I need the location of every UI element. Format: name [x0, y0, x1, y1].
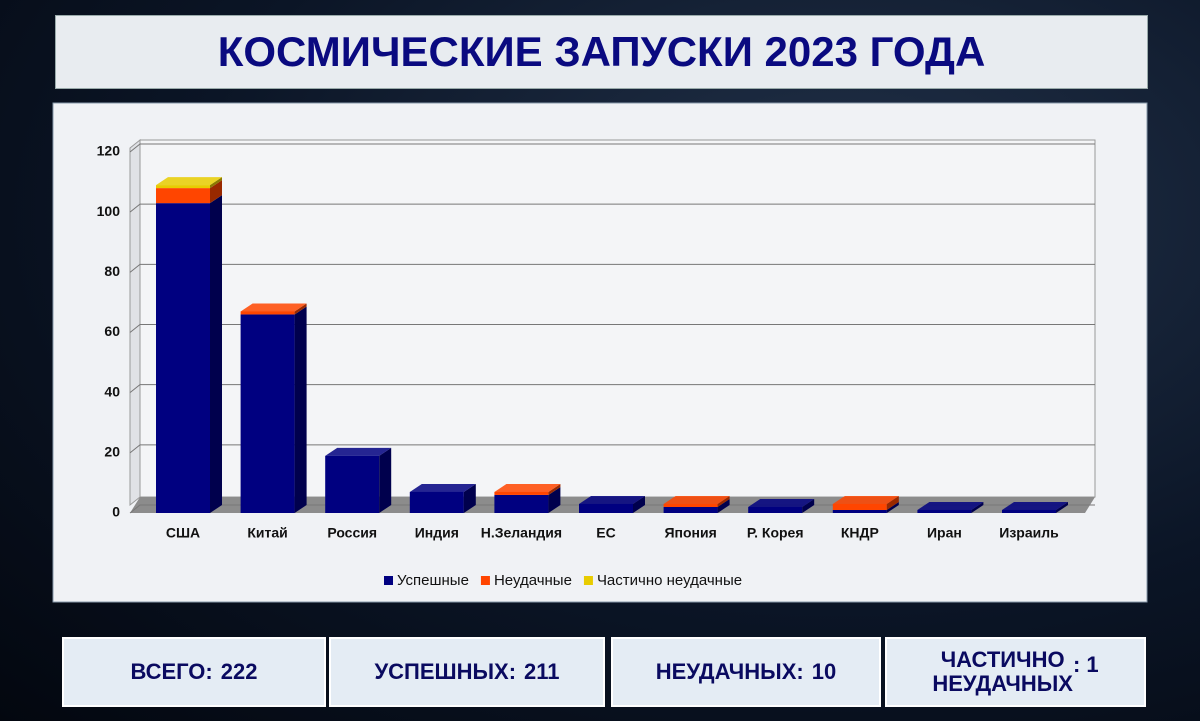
- bar-top: [917, 501, 984, 510]
- bar-side: [379, 447, 392, 513]
- x-tick-label: США: [166, 525, 200, 541]
- bar-segment: [832, 503, 887, 510]
- bar-side: [548, 483, 561, 495]
- bar-side: [1056, 501, 1068, 513]
- x-tick-label: Япония: [664, 525, 716, 541]
- bar-top: [494, 483, 561, 492]
- bar-top: [832, 495, 899, 504]
- bar-side: [886, 501, 899, 513]
- legend-label: Частично неудачные: [597, 572, 742, 589]
- y-tick-label: 60: [104, 323, 120, 339]
- bar-segment: [494, 491, 549, 495]
- grid-line: [129, 143, 1095, 153]
- y-tick-label: 120: [97, 143, 121, 159]
- bar-side: [717, 498, 730, 513]
- stat-value: 222: [220, 659, 258, 684]
- stat-box: ВСЕГО: 222: [62, 637, 326, 707]
- x-tick-label: Израиль: [999, 525, 1059, 541]
- bar-top: [1002, 501, 1068, 510]
- bar-side: [210, 177, 222, 189]
- chart-title: КОСМИЧЕСКИЕ ЗАПУСКИ 2023 ГОДА: [217, 28, 986, 75]
- bar-segment: [832, 509, 887, 513]
- grid-line: [129, 384, 1095, 394]
- stat-box: УСПЕШНЫХ: 211: [329, 637, 605, 707]
- bar-side: [210, 195, 222, 513]
- legend-label: Неудачные: [494, 572, 572, 589]
- stat-box: ЧАСТИЧНО НЕУДАЧНЫХ: 1: [885, 637, 1146, 707]
- stat-value: 211: [524, 659, 560, 684]
- legend-swatch: [384, 576, 393, 585]
- bar-segment: [156, 203, 210, 513]
- bar-side: [294, 306, 307, 513]
- stat-label-line: НЕУДАЧНЫХ: [932, 671, 1073, 696]
- bar-side: [548, 486, 561, 513]
- bar-segment: [240, 311, 295, 315]
- y-tick-label: 80: [104, 263, 120, 279]
- grid-line: [129, 324, 1095, 333]
- legend-swatch: [583, 576, 593, 585]
- bar-segment: [156, 188, 210, 204]
- bar-top: [325, 447, 392, 456]
- title-box: КОСМИЧЕСКИЕ ЗАПУСКИ 2023 ГОДА: [55, 15, 1148, 89]
- grid-line: [129, 263, 1095, 273]
- x-tick-label: КНДР: [841, 525, 879, 541]
- bar-segment: [663, 506, 718, 513]
- bar-top: [663, 495, 730, 504]
- side-wall: [129, 138, 141, 507]
- y-tick-label: 40: [104, 383, 120, 399]
- stat-label: УСПЕШНЫХ:: [374, 659, 517, 684]
- bar-top: [579, 495, 645, 504]
- bar-segment: [917, 509, 972, 513]
- stat-label: ВСЕГО:: [130, 659, 213, 684]
- bar-segment: [663, 503, 718, 507]
- stat-value: 10: [811, 659, 837, 684]
- x-tick-label: Индия: [415, 525, 459, 541]
- bar-side: [717, 495, 730, 507]
- bar-segment: [409, 491, 464, 513]
- bar-side: [210, 180, 222, 204]
- x-tick-label: Р. Корея: [747, 525, 804, 541]
- bar-segment: [579, 503, 633, 513]
- bar-top: [748, 498, 815, 507]
- y-tick-label: 100: [97, 203, 121, 219]
- grid-line: [129, 203, 1095, 213]
- bar-segment: [1002, 509, 1056, 513]
- bar-side: [294, 303, 307, 315]
- x-tick-label: ЕС: [596, 525, 615, 541]
- bar-segment: [156, 185, 210, 189]
- y-tick-label: 20: [104, 444, 120, 460]
- bar-segment: [494, 494, 549, 513]
- bar-top: [240, 303, 307, 312]
- bar-side: [633, 495, 645, 513]
- x-tick-label: Россия: [327, 525, 377, 541]
- y-tick-label: 0: [112, 504, 120, 520]
- bar-side: [971, 501, 984, 513]
- stat-box: НЕУДАЧНЫХ: 10: [611, 637, 881, 707]
- bar-side: [463, 483, 476, 513]
- stat-label: НЕУДАЧНЫХ:: [655, 659, 804, 684]
- bar-segment: [325, 455, 380, 513]
- stat-label-line: ЧАСТИЧНО: [940, 647, 1065, 672]
- bar-top: [156, 177, 222, 186]
- x-tick-label: Н.Зеландия: [481, 525, 562, 541]
- stat-label: ЧАСТИЧНО НЕУДАЧНЫХ: [932, 648, 1073, 696]
- stat-value: : 1: [1072, 652, 1099, 677]
- bar-segment: [748, 506, 803, 513]
- bar-side: [886, 495, 899, 510]
- x-tick-label: Китай: [247, 525, 287, 541]
- grid-line: [129, 444, 1095, 454]
- bar-top: [409, 483, 476, 492]
- legend-swatch: [480, 576, 490, 585]
- bar-side: [802, 498, 815, 513]
- bar-segment: [240, 314, 295, 513]
- legend-label: Успешные: [397, 572, 469, 589]
- x-tick-label: Иран: [927, 525, 962, 541]
